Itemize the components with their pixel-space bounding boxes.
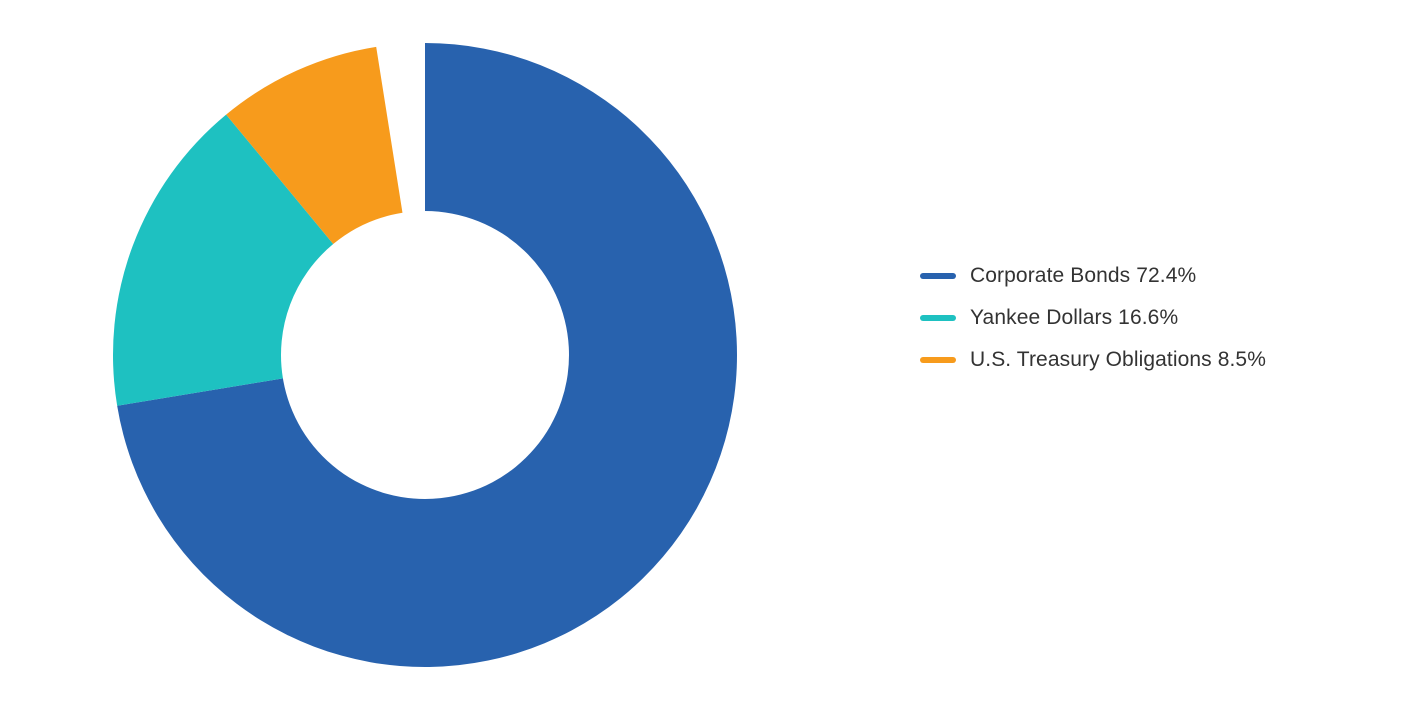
legend: Corporate Bonds 72.4% Yankee Dollars 16.… — [920, 264, 1266, 372]
legend-item-corporate-bonds: Corporate Bonds 72.4% — [920, 264, 1266, 288]
legend-label: U.S. Treasury Obligations 8.5% — [970, 348, 1266, 372]
legend-item-yankee-dollars: Yankee Dollars 16.6% — [920, 306, 1266, 330]
legend-label: Corporate Bonds 72.4% — [970, 264, 1196, 288]
legend-label: Yankee Dollars 16.6% — [970, 306, 1178, 330]
legend-swatch — [920, 273, 956, 279]
legend-swatch — [920, 315, 956, 321]
chart-area: Corporate Bonds 72.4% Yankee Dollars 16.… — [0, 0, 1428, 708]
legend-item-us-treasury: U.S. Treasury Obligations 8.5% — [920, 348, 1266, 372]
donut-chart — [80, 10, 770, 700]
legend-swatch — [920, 357, 956, 363]
